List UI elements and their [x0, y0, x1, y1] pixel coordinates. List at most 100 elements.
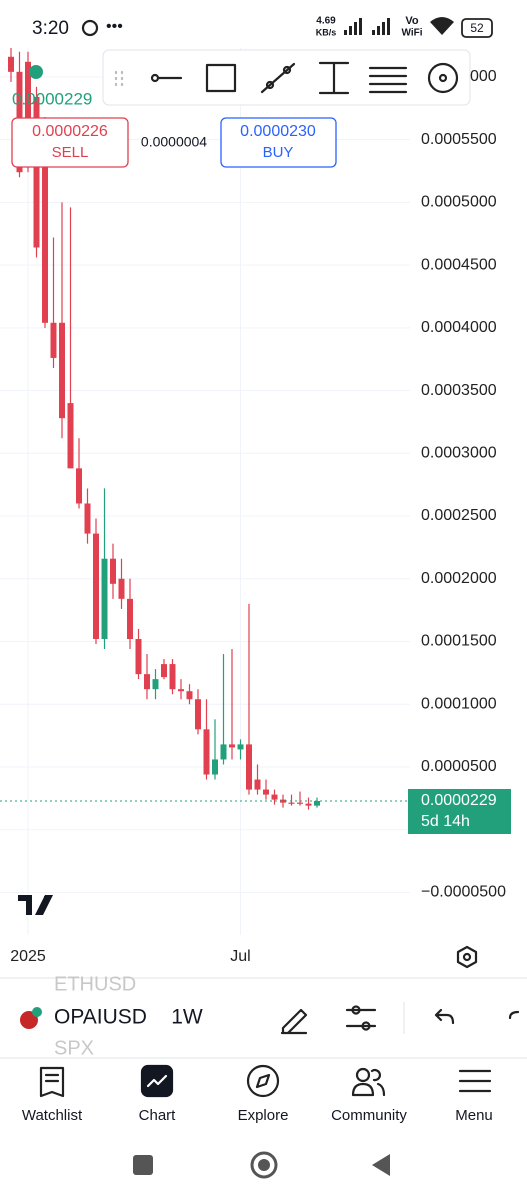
interval[interactable]: 1W [171, 1006, 203, 1029]
candle-body [288, 802, 295, 804]
countdown: 5d 14h [421, 813, 470, 830]
y-tick-label: 0.0001000 [421, 695, 497, 712]
candle-body [8, 56, 14, 72]
candle-body [118, 578, 125, 599]
indicators-icon[interactable] [351, 1005, 361, 1015]
price-marker [29, 65, 43, 79]
settings-dot [462, 952, 472, 962]
y-tick-label: 0.0004500 [421, 256, 497, 273]
candle-body [178, 689, 184, 692]
x-tick-label: 2025 [10, 948, 46, 965]
candle-body [237, 744, 244, 750]
more-icon: ••• [106, 18, 123, 35]
candle-body [212, 759, 218, 775]
nav-label[interactable]: Watchlist [22, 1107, 83, 1124]
nav-label[interactable]: Explore [238, 1107, 289, 1124]
draw-icon[interactable] [280, 1008, 308, 1035]
buy-price: 0.0000230 [240, 123, 316, 140]
last-price-label: 0.0000229 [421, 792, 497, 809]
candle-body [314, 800, 320, 806]
candle-body [101, 558, 108, 639]
candle-body [127, 598, 133, 639]
buy-button[interactable] [220, 117, 337, 168]
candle-body [42, 137, 48, 323]
net-unit: KB/s [316, 27, 337, 37]
candle-body [263, 789, 269, 795]
undo-icon[interactable] [434, 1008, 455, 1025]
candle-body [152, 679, 159, 690]
y-tick-label: 0.0003500 [421, 382, 497, 399]
home-button[interactable] [250, 1151, 278, 1179]
nav-label[interactable]: Chart [139, 1107, 177, 1124]
candle-body [254, 779, 261, 790]
x-tick-label: Jul [230, 948, 250, 965]
symbol-icon-badge [32, 1007, 42, 1017]
symbol[interactable]: OPAIUSD [54, 1006, 147, 1029]
candle-body [110, 558, 116, 584]
clock: 3:20 [32, 18, 69, 39]
candle-body [280, 799, 286, 803]
nav-bar: Watchlist Chart Explore Community Menu [22, 1107, 493, 1124]
whatsapp-icon [81, 19, 99, 37]
candle-body [144, 674, 150, 690]
candle-body [305, 803, 312, 806]
y-tick-label: 0.0005500 [421, 131, 497, 148]
next-symbol: SPX [54, 1037, 94, 1059]
nav-icons [39, 1064, 492, 1098]
candle-body [203, 729, 210, 775]
battery-icon [461, 18, 493, 38]
signal-icon [344, 18, 390, 35]
candle-body [50, 322, 57, 358]
toolbar-icons[interactable] [114, 61, 459, 95]
y-tick-label: −0.0000500 [421, 884, 506, 901]
candle-body [25, 61, 31, 168]
candle-body [59, 322, 65, 419]
candle-body [246, 744, 252, 790]
tv-logo [18, 895, 53, 915]
candle-body [229, 744, 235, 748]
buy-label: BUY [263, 144, 294, 161]
y-tick-label: 0.0004000 [421, 319, 497, 336]
candle-body [271, 794, 278, 800]
candle-body [76, 468, 82, 504]
recents-button[interactable] [133, 1155, 153, 1175]
back-button[interactable] [372, 1154, 390, 1176]
candle-body [93, 533, 99, 639]
candle-body [297, 802, 303, 804]
candle-body [220, 744, 227, 760]
candle-body [186, 691, 193, 700]
home-dot [258, 1159, 270, 1171]
sell-button[interactable] [11, 117, 129, 168]
candle-body [84, 503, 91, 534]
candle-body [161, 664, 167, 678]
plot [0, 48, 410, 935]
prev-symbol: ETHUSD [54, 973, 136, 995]
wifi-icon [430, 17, 454, 35]
candle-body [169, 664, 176, 690]
nav-label[interactable]: Community [331, 1107, 407, 1124]
sell-price: 0.0000226 [32, 123, 108, 140]
y-tick-label: 0.0002000 [421, 570, 497, 587]
y-tick-label: 0.0000500 [421, 758, 497, 775]
spread: 0.0000004 [141, 134, 207, 150]
volte: Vo [405, 15, 419, 27]
y-tick-label: 0.0001500 [421, 633, 497, 650]
indicators-icon2 [361, 1021, 371, 1031]
net-speed: 4.69 [316, 16, 336, 27]
last-price-tag: 0.0000229 5d 14h [408, 788, 511, 834]
candle-body [67, 403, 74, 469]
candle-body [33, 96, 40, 248]
settings-icon[interactable] [456, 945, 478, 969]
wifi-calling: WiFi [401, 28, 422, 39]
candle-body [135, 638, 142, 675]
last-price-overlay: 0.0000229 [12, 89, 92, 108]
nav-label[interactable]: Menu [455, 1107, 493, 1124]
y-tick-label: 0.0005000 [421, 194, 497, 211]
y-tick-label: 0.0003000 [421, 445, 497, 462]
battery-level: 52 [470, 21, 484, 35]
y-tick-label: 0.0002500 [421, 507, 497, 524]
redo-icon[interactable] [508, 1010, 520, 1020]
candle-body [195, 699, 201, 730]
